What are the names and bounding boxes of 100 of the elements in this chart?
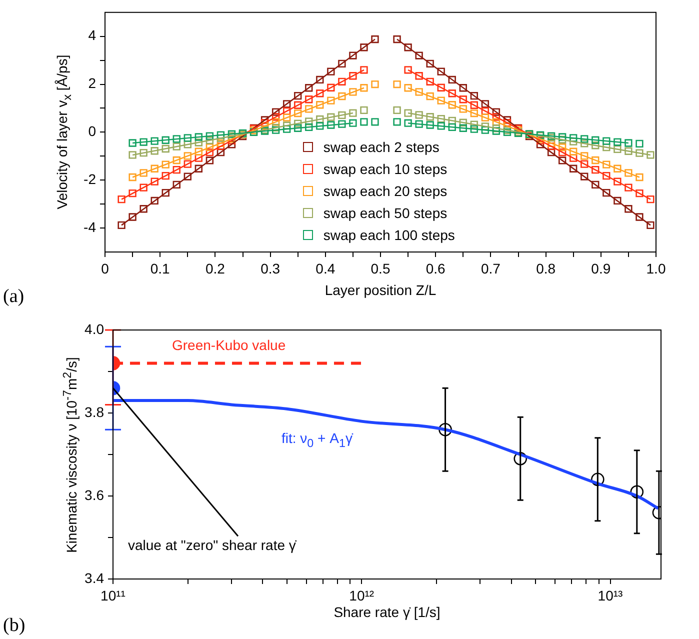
annotation: value at "zero" shear rate γ̇ [128, 537, 296, 554]
point [206, 156, 214, 164]
point [184, 172, 192, 180]
point [481, 107, 490, 115]
point [118, 221, 126, 229]
point [172, 166, 180, 174]
point [283, 107, 291, 115]
point [172, 142, 180, 150]
point [272, 124, 280, 132]
point [624, 184, 632, 192]
point [470, 101, 478, 109]
annotation: fit: ν$_{0}$ + A$_{1}$γ̇ [282, 430, 352, 450]
point [404, 66, 412, 74]
point [150, 196, 158, 205]
point [624, 147, 632, 155]
point [547, 142, 556, 150]
point [602, 188, 610, 197]
point [140, 148, 148, 157]
point [338, 60, 346, 68]
point [426, 78, 434, 86]
point [404, 119, 412, 127]
point [327, 113, 335, 121]
x-axis-title: Layer position Z/L [324, 282, 438, 298]
x-tick-label: 0.1 [150, 260, 170, 276]
point [459, 118, 467, 126]
point [194, 164, 202, 172]
point [162, 160, 170, 168]
point [206, 136, 214, 144]
point [636, 149, 644, 157]
point [570, 148, 578, 156]
point [371, 118, 379, 126]
point [206, 148, 214, 156]
point [172, 156, 180, 164]
point [283, 125, 291, 133]
point [602, 143, 610, 152]
point [294, 124, 302, 132]
point [172, 180, 180, 189]
point [349, 52, 357, 60]
point [415, 72, 423, 80]
point [393, 80, 401, 88]
point [614, 178, 622, 186]
point [162, 172, 170, 180]
point [216, 131, 225, 139]
point [360, 44, 368, 52]
point [580, 140, 588, 148]
point [162, 188, 170, 197]
point [558, 143, 566, 152]
point [327, 68, 335, 76]
point [492, 108, 500, 116]
point [316, 101, 324, 109]
point [592, 142, 600, 150]
point [503, 119, 512, 127]
point [415, 88, 423, 96]
point [426, 113, 434, 121]
point [602, 172, 610, 180]
point [580, 152, 588, 160]
point [470, 92, 478, 100]
point [437, 68, 445, 76]
point [338, 78, 346, 86]
point [448, 116, 456, 125]
point [393, 35, 401, 44]
text: (b) [3, 615, 26, 636]
point [547, 148, 556, 156]
point [492, 118, 500, 126]
point [646, 221, 654, 229]
point [128, 173, 136, 182]
y-tick-label: 0 [88, 123, 96, 140]
point [216, 148, 225, 156]
point [459, 84, 467, 92]
point [371, 80, 379, 88]
point [404, 109, 412, 117]
point [592, 180, 600, 189]
point [470, 109, 478, 118]
point [305, 118, 313, 126]
point [305, 84, 313, 92]
point [194, 133, 202, 141]
point [283, 122, 291, 130]
point [118, 195, 126, 204]
legend-label: swap each 2 steps [323, 138, 440, 157]
point [614, 138, 622, 146]
point [459, 105, 467, 113]
point [338, 92, 346, 100]
point [194, 154, 202, 162]
point [128, 151, 136, 159]
point [140, 138, 148, 146]
point [437, 96, 445, 104]
point [150, 178, 158, 186]
point [360, 84, 368, 92]
point [206, 132, 214, 140]
point [150, 164, 158, 172]
point [570, 164, 578, 172]
point [393, 106, 401, 114]
x-tick-label: 0.7 [480, 260, 501, 276]
point [415, 111, 423, 119]
legend-label: swap each 100 steps [323, 226, 455, 245]
legend-label: swap each 20 steps [323, 182, 448, 201]
point [327, 121, 335, 129]
point [536, 140, 544, 148]
point [426, 121, 434, 129]
y-tick-label: -4 [84, 218, 96, 235]
